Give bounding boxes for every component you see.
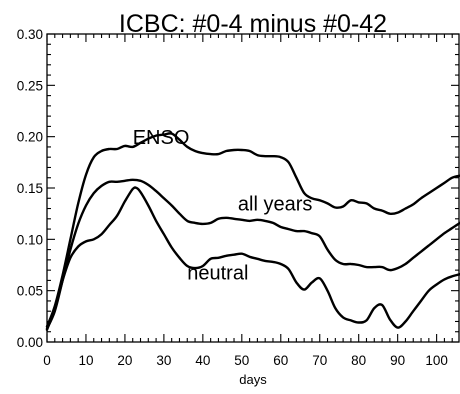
x-tick-label: 80 bbox=[351, 353, 366, 368]
x-axis-label: days bbox=[239, 372, 267, 387]
y-tick-label: 0.30 bbox=[17, 27, 43, 42]
chart-title: ICBC: #0-4 minus #0-42 bbox=[119, 10, 387, 38]
series-line-neutral bbox=[45, 186, 460, 331]
x-tick-label: 70 bbox=[312, 353, 327, 368]
plot-frame bbox=[46, 33, 460, 343]
plot-area: 0.00 0.05 0.10 0.15 0.20 0.25 0.30 0 10 20 30 40 50 6… bbox=[17, 27, 460, 368]
y-tick-label: 0.00 bbox=[17, 335, 43, 350]
series-line-enso bbox=[45, 132, 460, 328]
x-tick-label: 10 bbox=[78, 353, 93, 368]
x-tick-label: 60 bbox=[273, 353, 288, 368]
y-tick-label: 0.10 bbox=[17, 232, 43, 247]
y-tick-label: 0.05 bbox=[17, 284, 43, 299]
x-tick-label: 50 bbox=[234, 353, 249, 368]
y-tick-label: 0.15 bbox=[17, 181, 43, 196]
series-label-neutral: neutral bbox=[187, 262, 248, 284]
y-tick-label: 0.25 bbox=[17, 78, 43, 93]
x-tick-label: 20 bbox=[117, 353, 132, 368]
x-tick-label: 100 bbox=[425, 353, 448, 368]
x-tick-label: 40 bbox=[195, 353, 210, 368]
x-tick-label: 90 bbox=[390, 353, 405, 368]
x-tick-label: 0 bbox=[43, 353, 51, 368]
series-label-all-years: all years bbox=[238, 194, 312, 216]
y-tick-label: 0.20 bbox=[17, 130, 43, 145]
series-label-enso: ENSO bbox=[133, 127, 190, 149]
series-line-all-years bbox=[45, 178, 460, 330]
x-tick-label: 30 bbox=[156, 353, 171, 368]
